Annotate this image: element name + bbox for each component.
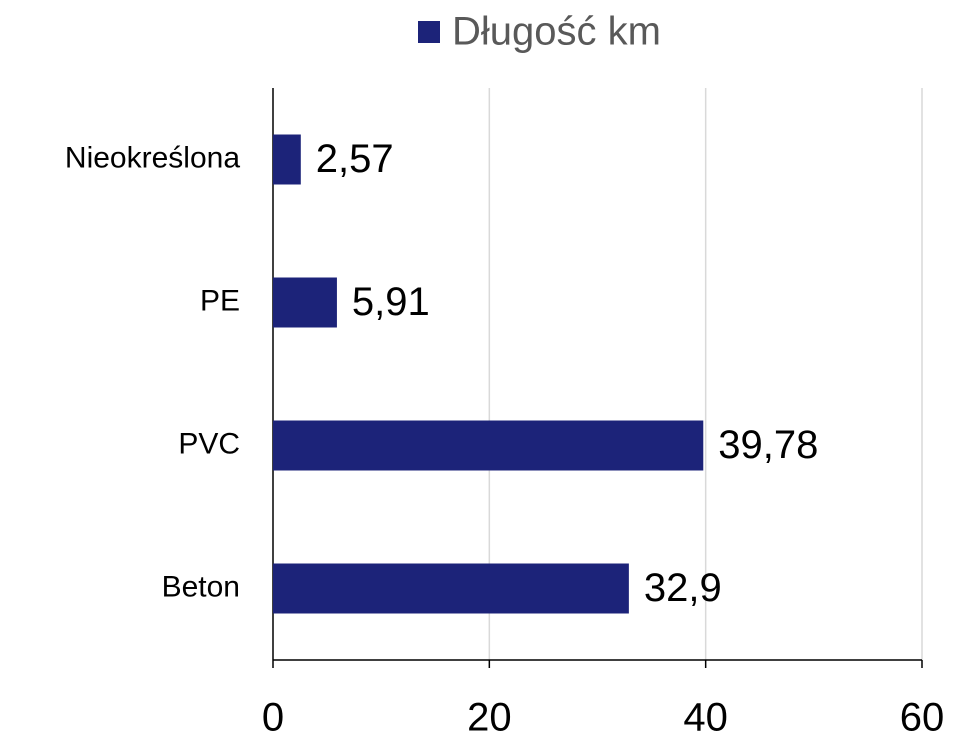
bar (273, 134, 301, 185)
legend-label: Długość km (452, 10, 661, 54)
value-label: 2,57 (316, 137, 394, 181)
x-tick-label: 0 (262, 696, 284, 740)
x-tick-label: 60 (900, 696, 945, 740)
value-label: 39,78 (718, 423, 818, 467)
bar (273, 563, 629, 614)
legend-swatch (418, 21, 440, 43)
x-tick-label: 40 (683, 696, 728, 740)
x-tick-label: 20 (467, 696, 512, 740)
y-tick-label: PE (200, 284, 240, 317)
bar (273, 277, 337, 328)
y-tick-label: PVC (178, 427, 240, 460)
y-tick-label: Nieokreślona (65, 141, 240, 174)
value-label: 5,91 (352, 280, 430, 324)
y-tick-label: Beton (162, 570, 240, 603)
bar (273, 420, 704, 471)
value-label: 32,9 (644, 566, 722, 610)
